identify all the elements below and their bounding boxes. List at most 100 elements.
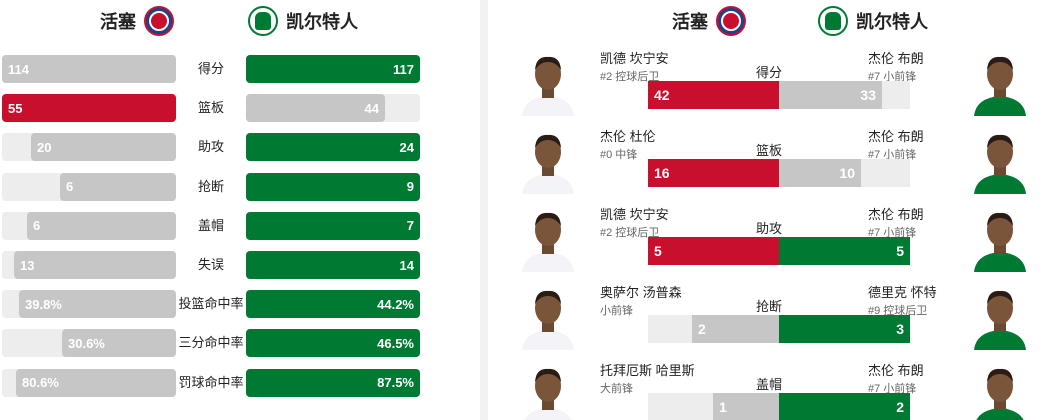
home-team-header: 活塞 [100, 6, 174, 36]
away-player-position: #7 小前锋 [868, 227, 917, 239]
home-player-name[interactable]: 托拜厄斯 哈里斯 [600, 363, 695, 378]
team-stat-row: 39.8% 投篮命中率 44.2% [0, 290, 480, 319]
away-stat-bar: 9 [246, 172, 420, 201]
home-player-name[interactable]: 凯德 坎宁安 [600, 51, 669, 66]
away-stat-track: 87.5% [246, 368, 420, 397]
home-stat-track: 30.6% [2, 329, 176, 358]
home-stat-value: 80.6% [22, 375, 59, 391]
home-player-bar: 42 [648, 81, 779, 109]
team-stat-row: 20 助攻 24 [0, 133, 480, 162]
celtics-logo-icon [818, 6, 848, 36]
team-stat-row: 6 抢断 9 [0, 172, 480, 201]
away-team-name: 凯尔特人 [286, 12, 358, 32]
home-player-photo [516, 204, 580, 272]
home-stat-value: 30.6% [68, 335, 105, 351]
stat-label: 抢断 [197, 178, 224, 194]
player-stat-label: 抢断 [755, 299, 782, 314]
home-stat-value: 13 [20, 257, 35, 273]
away-stat-bar: 24 [246, 133, 420, 162]
player-leader-row: 凯德 坎宁安 #2 控球后卫 杰伦 布朗 #7 小前锋 得分 42 33 [488, 44, 1050, 122]
away-player-photo [968, 360, 1032, 420]
away-stat-track: 46.5% [246, 329, 420, 358]
away-player-bar: 2 [779, 393, 910, 420]
team-stat-row: 80.6% 罚球命中率 87.5% [0, 368, 480, 397]
stat-label: 罚球命中率 [178, 374, 244, 390]
away-player-position: #7 小前锋 [868, 149, 917, 161]
home-team-header: 活塞 [672, 6, 746, 36]
home-player-value: 2 [698, 321, 706, 337]
player-stat-label: 篮板 [755, 143, 782, 158]
celtics-logo-icon [248, 6, 278, 36]
player-stat-track: 16 10 [648, 159, 910, 187]
home-stat-bar: 80.6% [16, 368, 176, 397]
home-player-photo [516, 126, 580, 194]
player-leader-row: 杰伦 杜伦 #0 中锋 杰伦 布朗 #7 小前锋 篮板 16 10 [488, 122, 1050, 200]
home-player-name[interactable]: 杰伦 杜伦 [600, 129, 656, 144]
home-player-bar: 1 [713, 393, 779, 420]
home-player-value: 16 [654, 165, 670, 181]
away-stat-track: 117 [246, 55, 420, 83]
home-player-photo [516, 48, 580, 116]
home-stat-value: 6 [33, 218, 41, 234]
away-player-name[interactable]: 杰伦 布朗 [868, 51, 924, 66]
stat-label: 投篮命中率 [178, 296, 244, 312]
home-player-name[interactable]: 凯德 坎宁安 [600, 207, 669, 222]
away-stat-value: 14 [399, 257, 414, 273]
away-stat-track: 44.2% [246, 290, 420, 319]
home-stat-track: 80.6% [2, 368, 176, 397]
home-player-value: 5 [654, 243, 662, 259]
team-stat-row: 114 得分 117 [0, 55, 480, 83]
home-player-position: 小前锋 [600, 305, 633, 317]
team-stats-panel: 活塞 凯尔特人 114 得分 117 55 篮板 44 20 助攻 24 6 抢断 9 6 盖帽 7 13 失误… [0, 0, 480, 420]
away-stat-bar: 44.2% [246, 290, 420, 319]
home-player-position: #2 控球后卫 [600, 227, 660, 239]
away-player-position: #9 控球后卫 [868, 305, 928, 317]
home-stat-bar: 39.8% [19, 290, 176, 319]
away-team-name: 凯尔特人 [856, 12, 928, 32]
away-stat-value: 117 [393, 61, 414, 77]
away-player-bar: 3 [779, 315, 910, 343]
home-stat-bar: 13 [14, 251, 176, 279]
away-player-photo [968, 126, 1032, 194]
away-player-name[interactable]: 德里克 怀特 [868, 285, 937, 300]
home-player-position: #2 控球后卫 [600, 71, 660, 83]
away-stat-bar: 87.5% [246, 368, 420, 397]
home-stat-track: 55 [2, 94, 176, 123]
home-stat-bar: 55 [2, 94, 176, 123]
away-team-header: 凯尔特人 [248, 6, 358, 36]
home-stat-bar: 30.6% [62, 329, 176, 358]
away-player-value: 33 [860, 87, 876, 103]
away-player-value: 3 [896, 321, 904, 337]
away-stat-value: 46.5% [377, 335, 414, 351]
away-stat-value: 44 [364, 100, 379, 116]
away-player-bar: 33 [779, 81, 882, 109]
away-player-name[interactable]: 杰伦 布朗 [868, 129, 924, 144]
away-stat-track: 7 [246, 211, 420, 240]
away-stat-bar: 117 [246, 55, 420, 83]
away-player-name[interactable]: 杰伦 布朗 [868, 207, 924, 222]
away-player-photo [968, 48, 1032, 116]
home-player-name[interactable]: 奥萨尔 汤普森 [600, 285, 682, 300]
away-stat-value: 87.5% [377, 375, 414, 391]
away-team-header: 凯尔特人 [818, 6, 928, 36]
home-player-bar: 16 [648, 159, 779, 187]
player-stat-label: 助攻 [755, 221, 782, 236]
away-player-bar: 5 [779, 237, 910, 265]
player-leaders-panel: 活塞 凯尔特人 凯德 坎宁安 #2 控球后卫 杰伦 布朗 #7 小前锋 得分 42 33 杰伦… [488, 0, 1050, 420]
away-stat-track: 14 [246, 251, 420, 279]
team-stat-row: 13 失误 14 [0, 251, 480, 279]
away-player-name[interactable]: 杰伦 布朗 [868, 363, 924, 378]
stat-label: 三分命中率 [178, 335, 244, 351]
home-player-photo [516, 282, 580, 350]
home-stat-track: 114 [2, 55, 176, 83]
home-player-bar: 5 [648, 237, 779, 265]
home-stat-track: 6 [2, 211, 176, 240]
away-player-bar: 10 [779, 159, 861, 187]
team-stat-row: 30.6% 三分命中率 46.5% [0, 329, 480, 358]
away-player-photo [968, 204, 1032, 272]
home-player-value: 42 [654, 87, 670, 103]
home-stat-bar: 6 [27, 211, 176, 240]
home-player-position: #0 中锋 [600, 149, 638, 161]
